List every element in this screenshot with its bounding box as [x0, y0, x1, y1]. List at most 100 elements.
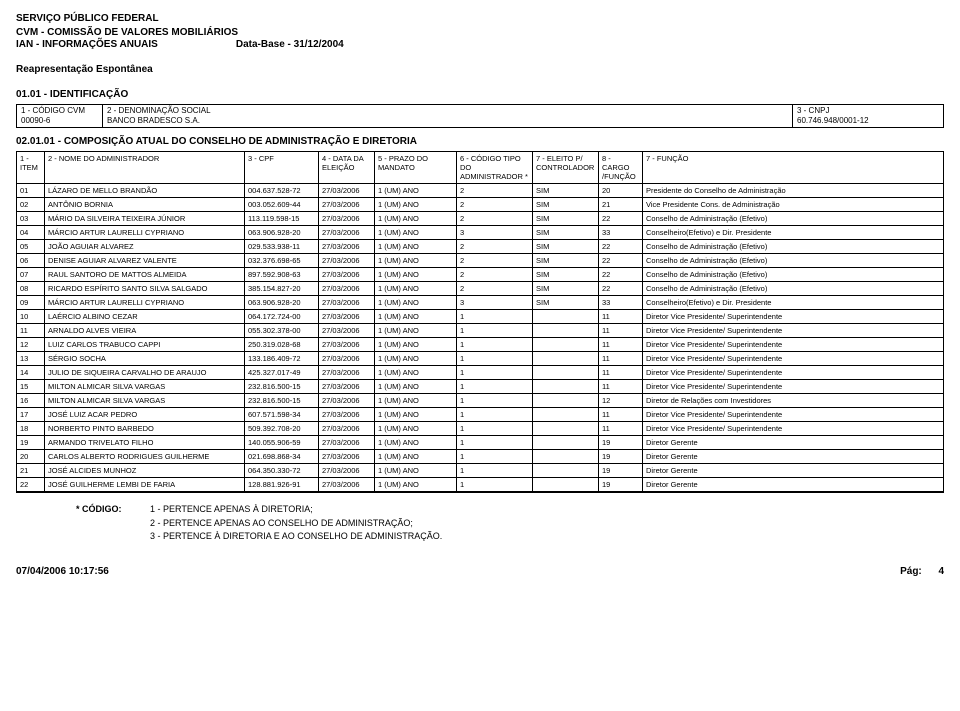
cell-prazo: 1 (UM) ANO — [375, 422, 457, 436]
cell-data: 27/03/2006 — [319, 422, 375, 436]
cell-eleito: SIM — [533, 212, 599, 226]
legend-block: * CÓDIGO: 1 - PERTENCE APENAS À DIRETORI… — [76, 503, 944, 544]
cell-tipo: 1 — [457, 352, 533, 366]
table-row: 07RAUL SANTORO DE MATTOS ALMEIDA897.592.… — [17, 268, 943, 282]
cell-item: 03 — [17, 212, 45, 226]
cell-nome: LUIZ CARLOS TRABUCO CAPPI — [45, 338, 245, 352]
cell-cargo: 19 — [599, 450, 643, 464]
cell-tipo: 3 — [457, 226, 533, 240]
footer-page-number: 4 — [938, 566, 944, 577]
cell-cpf: 425.327.017-49 — [245, 366, 319, 380]
cell-eleito — [533, 380, 599, 394]
cell-eleito — [533, 338, 599, 352]
col-data: 4 - DATA DA ELEIÇÃO — [319, 152, 375, 184]
cell-data: 27/03/2006 — [319, 212, 375, 226]
col-tipo: 6 - CÓDIGO TIPO DO ADMINISTRADOR * — [457, 152, 533, 184]
cell-item: 05 — [17, 240, 45, 254]
cell-nome: JOÃO AGUIAR ALVAREZ — [45, 240, 245, 254]
cell-cargo: 11 — [599, 366, 643, 380]
cell-item: 21 — [17, 464, 45, 478]
cell-tipo: 2 — [457, 268, 533, 282]
cell-item: 17 — [17, 408, 45, 422]
cell-prazo: 1 (UM) ANO — [375, 338, 457, 352]
col-func: 7 - FUNÇÃO — [643, 152, 943, 184]
table-row: 14JULIO DE SIQUEIRA CARVALHO DE ARAUJO42… — [17, 366, 943, 380]
cell-eleito — [533, 394, 599, 408]
cell-func: Diretor Gerente — [643, 450, 943, 464]
cell-cargo: 33 — [599, 226, 643, 240]
table-row: 09MÁRCIO ARTUR LAURELLI CYPRIANO063.906.… — [17, 296, 943, 310]
cell-cargo: 11 — [599, 408, 643, 422]
cell-prazo: 1 (UM) ANO — [375, 212, 457, 226]
cell-cpf: 385.154.827-20 — [245, 282, 319, 296]
cell-data: 27/03/2006 — [319, 198, 375, 212]
cell-cpf: 003.052.609-44 — [245, 198, 319, 212]
cell-eleito — [533, 310, 599, 324]
cell-tipo: 1 — [457, 310, 533, 324]
cell-tipo: 2 — [457, 240, 533, 254]
cell-cargo: 19 — [599, 436, 643, 450]
table-row: 22JOSÉ GUILHERME LEMBI DE FARIA128.881.9… — [17, 478, 943, 492]
cell-eleito: SIM — [533, 296, 599, 310]
col-cargo: 8 - CARGO /FUNÇÃO — [599, 152, 643, 184]
cell-nome: JOSÉ GUILHERME LEMBI DE FARIA — [45, 478, 245, 492]
cell-tipo: 2 — [457, 198, 533, 212]
cell-prazo: 1 (UM) ANO — [375, 296, 457, 310]
value-codigo-cvm: 00090-6 — [17, 116, 103, 127]
cell-item: 16 — [17, 394, 45, 408]
table-row: 20CARLOS ALBERTO RODRIGUES GUILHERME021.… — [17, 450, 943, 464]
header-line1: SERVIÇO PÚBLICO FEDERAL — [16, 12, 944, 26]
cell-func: Diretor Vice Presidente/ Superintendente — [643, 310, 943, 324]
col-nome: 2 - NOME DO ADMINISTRADOR — [45, 152, 245, 184]
label-codigo-cvm: 1 - CÓDIGO CVM — [17, 105, 103, 116]
cell-cargo: 11 — [599, 324, 643, 338]
cell-nome: LAÉRCIO ALBINO CEZAR — [45, 310, 245, 324]
cell-prazo: 1 (UM) ANO — [375, 282, 457, 296]
cell-cargo: 33 — [599, 296, 643, 310]
cell-cargo: 19 — [599, 478, 643, 492]
cell-cpf: 029.533.938-11 — [245, 240, 319, 254]
cell-tipo: 2 — [457, 254, 533, 268]
cell-cargo: 20 — [599, 184, 643, 198]
cell-data: 27/03/2006 — [319, 408, 375, 422]
cell-data: 27/03/2006 — [319, 282, 375, 296]
cell-nome: CARLOS ALBERTO RODRIGUES GUILHERME — [45, 450, 245, 464]
section-identificacao: 01.01 - IDENTIFICAÇÃO — [16, 89, 944, 100]
cell-nome: JULIO DE SIQUEIRA CARVALHO DE ARAUJO — [45, 366, 245, 380]
cell-func: Diretor Vice Presidente/ Superintendente — [643, 352, 943, 366]
cell-cargo: 11 — [599, 352, 643, 366]
footer-timestamp: 07/04/2006 10:17:56 — [16, 566, 109, 577]
cell-nome: JOSÉ ALCIDES MUNHOZ — [45, 464, 245, 478]
cell-tipo: 1 — [457, 464, 533, 478]
table-row: 04MÁRCIO ARTUR LAURELLI CYPRIANO063.906.… — [17, 226, 943, 240]
legend-line2: 2 - PERTENCE APENAS AO CONSELHO DE ADMIN… — [150, 517, 413, 531]
cell-eleito — [533, 366, 599, 380]
table-row: 13SÉRGIO SOCHA133.186.409-7227/03/20061 … — [17, 352, 943, 366]
cell-data: 27/03/2006 — [319, 436, 375, 450]
cell-tipo: 1 — [457, 366, 533, 380]
cell-func: Conselho de Administração (Efetivo) — [643, 268, 943, 282]
table-row: 16MILTON ALMICAR SILVA VARGAS232.816.500… — [17, 394, 943, 408]
cell-tipo: 1 — [457, 422, 533, 436]
cell-cpf: 897.592.908-63 — [245, 268, 319, 282]
cell-cpf: 021.698.868-34 — [245, 450, 319, 464]
cell-tipo: 1 — [457, 450, 533, 464]
cell-data: 27/03/2006 — [319, 366, 375, 380]
cell-func: Conselheiro(Efetivo) e Dir. Presidente — [643, 296, 943, 310]
col-item: 1 - ITEM — [17, 152, 45, 184]
cell-func: Diretor Vice Presidente/ Superintendente — [643, 324, 943, 338]
cell-eleito: SIM — [533, 198, 599, 212]
cell-func: Presidente do Conselho de Administração — [643, 184, 943, 198]
cell-prazo: 1 (UM) ANO — [375, 464, 457, 478]
cell-item: 01 — [17, 184, 45, 198]
cell-item: 04 — [17, 226, 45, 240]
cell-prazo: 1 (UM) ANO — [375, 380, 457, 394]
cell-data: 27/03/2006 — [319, 254, 375, 268]
cell-cpf: 128.881.926-91 — [245, 478, 319, 492]
table-row: 03MÁRIO DA SILVEIRA TEIXEIRA JÚNIOR113.1… — [17, 212, 943, 226]
cell-prazo: 1 (UM) ANO — [375, 366, 457, 380]
cell-cpf: 133.186.409-72 — [245, 352, 319, 366]
cell-eleito — [533, 422, 599, 436]
cell-cpf: 064.172.724-00 — [245, 310, 319, 324]
cell-nome: MÁRCIO ARTUR LAURELLI CYPRIANO — [45, 226, 245, 240]
